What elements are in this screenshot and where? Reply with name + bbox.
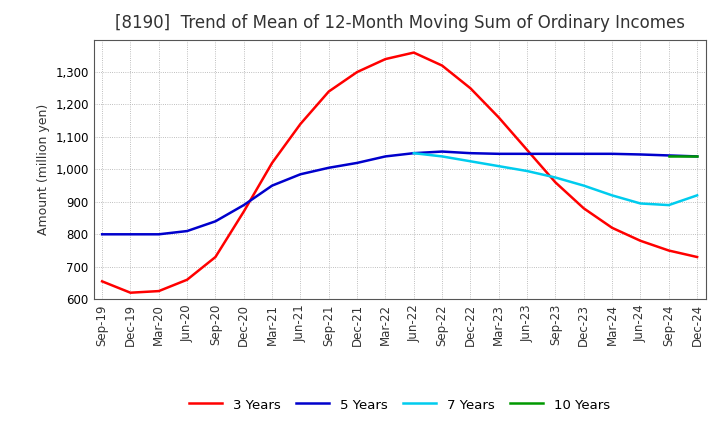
5 Years [325, 165, 333, 170]
7 Years [580, 183, 588, 188]
7 Years [523, 169, 531, 174]
7 Years [693, 193, 701, 198]
Line: 7 Years: 7 Years [414, 153, 697, 205]
3 Years [665, 248, 673, 253]
3 Years [608, 225, 616, 231]
7 Years [438, 154, 446, 159]
3 Years [211, 254, 220, 260]
7 Years [410, 150, 418, 156]
3 Years [155, 289, 163, 294]
3 Years [126, 290, 135, 295]
3 Years [438, 63, 446, 68]
5 Years [126, 231, 135, 237]
5 Years [551, 151, 559, 157]
3 Years [636, 238, 644, 243]
5 Years [353, 160, 361, 165]
7 Years [608, 193, 616, 198]
3 Years [693, 254, 701, 260]
7 Years [665, 202, 673, 208]
10 Years [665, 154, 673, 159]
5 Years [98, 231, 107, 237]
5 Years [155, 231, 163, 237]
3 Years [240, 209, 248, 214]
5 Years [608, 151, 616, 157]
Line: 5 Years: 5 Years [102, 151, 697, 234]
5 Years [211, 219, 220, 224]
3 Years [523, 147, 531, 153]
3 Years [381, 56, 390, 62]
5 Years [495, 151, 503, 157]
5 Years [636, 152, 644, 157]
7 Years [495, 164, 503, 169]
5 Years [523, 151, 531, 157]
3 Years [98, 279, 107, 284]
Y-axis label: Amount (million yen): Amount (million yen) [37, 104, 50, 235]
3 Years [268, 160, 276, 165]
3 Years [325, 89, 333, 94]
5 Years [438, 149, 446, 154]
5 Years [665, 153, 673, 158]
10 Years [693, 154, 701, 159]
Legend: 3 Years, 5 Years, 7 Years, 10 Years: 3 Years, 5 Years, 7 Years, 10 Years [184, 392, 616, 417]
3 Years [466, 86, 474, 91]
3 Years [580, 205, 588, 211]
5 Years [268, 183, 276, 188]
5 Years [240, 202, 248, 208]
5 Years [580, 151, 588, 157]
5 Years [183, 228, 192, 234]
3 Years [353, 70, 361, 75]
7 Years [636, 201, 644, 206]
3 Years [551, 180, 559, 185]
5 Years [381, 154, 390, 159]
5 Years [693, 154, 701, 159]
3 Years [495, 115, 503, 120]
7 Years [551, 175, 559, 180]
3 Years [410, 50, 418, 55]
5 Years [296, 172, 305, 177]
3 Years [296, 121, 305, 127]
3 Years [183, 277, 192, 282]
5 Years [410, 150, 418, 156]
Title: [8190]  Trend of Mean of 12-Month Moving Sum of Ordinary Incomes: [8190] Trend of Mean of 12-Month Moving … [114, 15, 685, 33]
5 Years [466, 150, 474, 156]
Line: 3 Years: 3 Years [102, 52, 697, 293]
7 Years [466, 159, 474, 164]
